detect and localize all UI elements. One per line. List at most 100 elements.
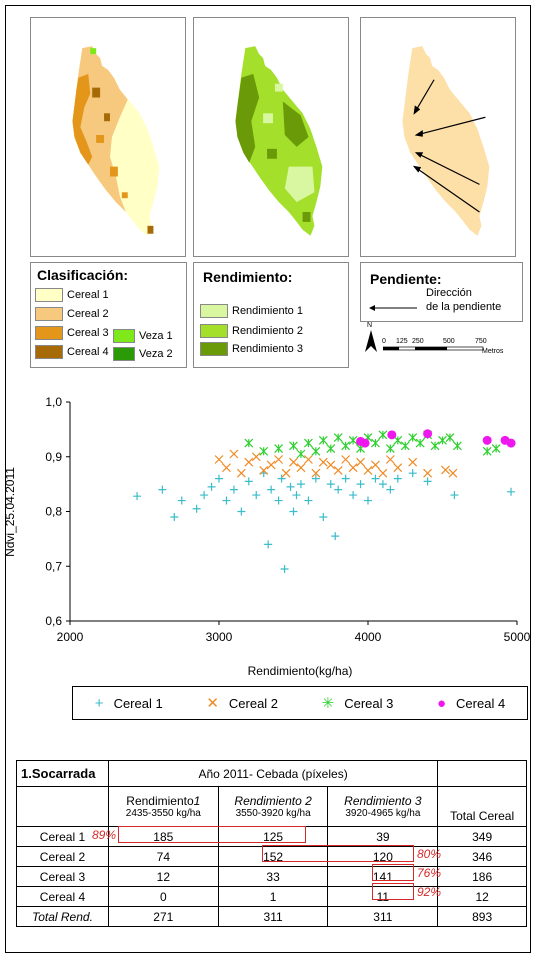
map-rendimiento-svg <box>235 46 323 236</box>
series-legend-label: Cereal 2 <box>228 695 279 711</box>
legend-item-rendimiento-1: Rendimiento 1 <box>200 303 303 319</box>
legend-item-rendimiento-2: Rendimiento 2 <box>200 323 303 339</box>
data-point-cereal-4 <box>360 438 370 448</box>
data-point-cereal-4 <box>482 435 492 445</box>
data-point-cereal-2 <box>408 457 418 467</box>
star-marker-icon: ✳ <box>321 695 335 712</box>
data-point-cereal-2 <box>259 466 269 475</box>
data-point-cereal-1 <box>364 496 372 505</box>
north-arrow-icon <box>365 330 377 352</box>
legend-item-cereal-4: Cereal 4 <box>35 344 109 360</box>
data-point-cereal-2 <box>274 455 284 464</box>
data-point-cereal-1 <box>507 487 516 496</box>
table-cell: 33 <box>217 866 329 887</box>
col-header-rend-2: Rendimiento 2 3550-3920 kg/ha <box>217 786 329 827</box>
table-cell: 1 <box>217 886 329 907</box>
legend-item-cereal-1: Cereal 1 <box>35 287 109 303</box>
plus-marker-icon: + <box>94 694 104 712</box>
scale-tick-0: 0 <box>382 338 386 345</box>
data-point-cereal-2 <box>214 455 224 464</box>
legend-clasificacion-title: Clasificación: <box>37 267 129 283</box>
data-point-cereal-1 <box>215 474 223 483</box>
map-clasificacion-svg <box>72 46 160 236</box>
table-cell: 185 <box>107 826 219 847</box>
x-marker-icon: ✕ <box>206 695 219 712</box>
data-point-cereal-1 <box>192 504 201 513</box>
legend-item-veza-2: Veza 2 <box>113 346 173 362</box>
x-tick-label: 4000 <box>355 630 382 644</box>
table-group-header: Año 2011- Cebada (píxeles) <box>107 760 439 787</box>
legend-item-label: Cereal 2 <box>67 308 109 320</box>
legend-item-label: Cereal 3 <box>67 327 109 339</box>
figure-frame <box>5 5 531 953</box>
data-point-cereal-2 <box>236 468 246 478</box>
data-point-cereal-1 <box>423 477 432 486</box>
scale-tick-250: 250 <box>412 338 424 345</box>
data-point-cereal-3 <box>341 441 351 451</box>
data-point-cereal-1 <box>331 532 340 541</box>
data-point-cereal-2 <box>244 457 254 467</box>
x-tick-label: 5000 <box>504 630 531 644</box>
legend-pendiente-title: Pendiente: <box>370 271 442 287</box>
data-point-cereal-2 <box>289 457 298 467</box>
data-point-cereal-2 <box>229 449 239 459</box>
data-point-cereal-2 <box>303 455 313 464</box>
data-point-cereal-3 <box>400 441 410 451</box>
map-clasificacion <box>30 17 186 257</box>
swatch-rendimiento-2 <box>200 324 228 338</box>
data-point-cereal-1 <box>292 491 301 500</box>
table-empty-header <box>16 786 109 827</box>
data-point-cereal-2 <box>251 452 261 462</box>
scale-tick-500: 500 <box>443 338 455 345</box>
data-point-cereal-2 <box>423 468 433 478</box>
swatch-rendimiento-3 <box>200 342 228 356</box>
data-point-cereal-1 <box>341 474 350 483</box>
map-pendiente-svg <box>402 46 490 236</box>
data-point-cereal-2 <box>222 463 231 473</box>
legend-item-label: Rendimiento 2 <box>232 325 303 337</box>
col-header-total: Total Cereal <box>437 786 527 827</box>
swatch-veza-2 <box>113 347 135 361</box>
swatch-cereal-2 <box>35 307 63 321</box>
percent-annotation: 92% <box>417 885 442 899</box>
data-point-cereal-1 <box>207 482 216 491</box>
table-total-row: Total Rend. 271 311 311 893 <box>16 906 527 927</box>
data-point-cereal-3 <box>348 435 358 445</box>
data-point-cereal-1 <box>264 540 273 549</box>
series-legend-label: Cereal 1 <box>113 695 163 711</box>
swatch-cereal-1 <box>35 288 63 302</box>
row-label: Cereal 2 <box>16 846 109 867</box>
row-label: Total Rend. <box>16 906 109 927</box>
legend-item-label: Veza 1 <box>139 330 173 342</box>
data-point-cereal-3 <box>311 446 321 456</box>
legend-item-label: Cereal 1 <box>67 289 109 301</box>
data-point-cereal-2 <box>356 457 365 467</box>
data-point-cereal-1 <box>286 482 295 491</box>
north-label: N <box>367 322 373 329</box>
table-row: Cereal 3 12 33 141 186 <box>16 866 527 887</box>
series-legend-cereal-1: + Cereal 1 <box>95 695 163 712</box>
table-row: Cereal 4 0 1 11 12 <box>16 886 527 907</box>
legend-item-cereal-3: Cereal 3 <box>35 325 109 341</box>
data-point-cereal-3 <box>371 438 380 448</box>
data-point-cereal-2 <box>296 463 306 473</box>
data-point-cereal-3 <box>318 435 328 445</box>
table-title: 1.Socarrada <box>16 760 109 787</box>
data-point-cereal-3 <box>408 433 418 443</box>
data-point-cereal-1 <box>200 491 209 500</box>
data-point-cereal-1 <box>274 496 283 505</box>
data-point-cereal-2 <box>318 457 328 467</box>
series-legend-cereal-4: ● Cereal 4 <box>437 695 505 712</box>
data-point-cereal-3 <box>274 444 284 453</box>
data-point-cereal-3 <box>491 444 501 453</box>
col-header-rend-3: Rendimiento 3 3920-4965 kg/ha <box>327 786 439 827</box>
col-header-name: Rendimiento 2 <box>234 794 312 808</box>
row-label: Cereal 4 <box>16 886 109 907</box>
data-point-cereal-1 <box>222 496 231 505</box>
col-header-range: 2435-3550 kg/ha <box>125 808 201 819</box>
data-point-cereal-3 <box>430 441 440 451</box>
y-tick-label: 0,9 <box>45 450 62 464</box>
x-tick-label: 3000 <box>206 630 233 644</box>
percent-annotation: 80% <box>417 847 442 861</box>
data-point-cereal-3 <box>326 444 336 453</box>
